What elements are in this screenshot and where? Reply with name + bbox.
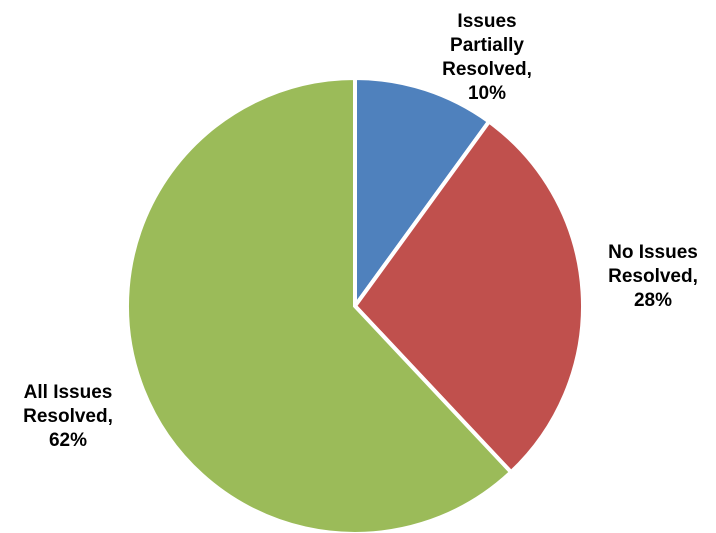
data-label-line: Partially <box>450 35 524 56</box>
data-label-line: No Issues <box>608 242 698 263</box>
data-label-no-issues-resolved: No Issues Resolved, 28% <box>608 242 698 311</box>
pie-slice-all-issues-resolved <box>125 75 514 533</box>
data-label-line: 28% <box>634 290 672 311</box>
data-label-line: Resolved, <box>23 406 113 427</box>
pie-labels: Issues Partially Resolved, 10% No Issues Reso… <box>23 11 698 451</box>
data-label-all-issues-resolved: All Issues Resolved, 62% <box>23 382 113 451</box>
pie-slices <box>125 75 585 533</box>
data-label-line: All Issues <box>24 382 113 403</box>
pie-slice-issues-partially-resolved <box>353 75 492 313</box>
pie-slice-no-issues-resolved <box>352 118 585 476</box>
data-label-line: 10% <box>468 83 506 104</box>
data-label-line: Resolved, <box>442 59 532 80</box>
data-label-line: Issues <box>457 11 516 32</box>
data-label-line: Resolved, <box>608 266 698 287</box>
data-label-issues-partially-resolved: Issues Partially Resolved, 10% <box>442 11 532 104</box>
data-label-line: 62% <box>49 430 87 451</box>
